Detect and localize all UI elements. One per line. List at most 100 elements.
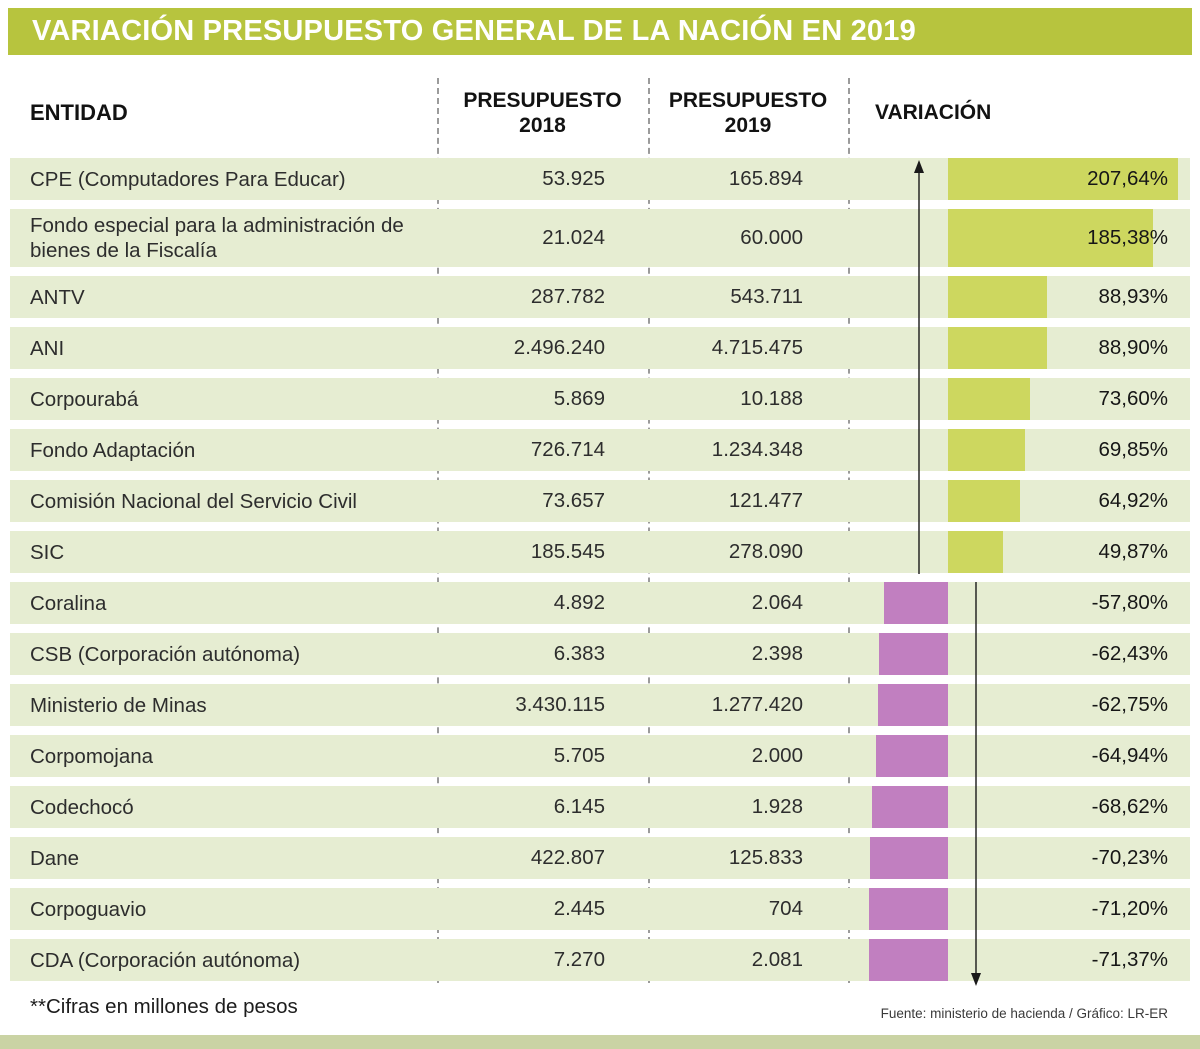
table-row: Fondo Adaptación 726.714 1.234.348 69,85… — [10, 429, 1190, 471]
entity-name: CSB (Corporación autónoma) — [30, 642, 301, 666]
budget-2019-value: 4.715.475 — [711, 336, 803, 359]
table-row: Coralina 4.892 2.064 -57,80% — [10, 582, 1190, 624]
table-row: CDA (Corporación autónoma) 7.270 2.081 -… — [10, 939, 1190, 981]
table-row: Corpomojana 5.705 2.000 -64,94% — [10, 735, 1190, 777]
budget-2018-value: 53.925 — [542, 167, 605, 190]
table-rows: CPE (Computadores Para Educar) 53.925 16… — [10, 158, 1190, 981]
variation-bar — [948, 209, 1154, 267]
increase-arrow-icon — [914, 160, 924, 574]
variation-value: -62,75% — [1091, 693, 1168, 716]
table-row: ANTV 287.782 543.711 88,93% — [10, 276, 1190, 318]
table-row: Ministerio de Minas 3.430.115 1.277.420 … — [10, 684, 1190, 726]
budget-2018-value: 422.807 — [530, 846, 605, 869]
variation-value: 88,93% — [1098, 285, 1168, 308]
table-row: CPE (Computadores Para Educar) 53.925 16… — [10, 158, 1190, 200]
budget-2018-value: 2.496.240 — [513, 336, 605, 359]
column-divider-1 — [437, 78, 439, 983]
page-title: VARIACIÓN PRESUPUESTO GENERAL DE LA NACI… — [32, 15, 916, 47]
variation-value: 64,92% — [1098, 489, 1168, 512]
header-presupuesto-2019-line2: 2019 — [724, 114, 772, 137]
entity-name: Coralina — [30, 591, 107, 615]
budget-2019-value: 2.398 — [751, 642, 803, 665]
column-divider-3 — [848, 78, 850, 983]
variation-bar — [948, 158, 1179, 200]
column-divider-2 — [648, 78, 650, 983]
budget-2019-value: 1.928 — [751, 795, 803, 818]
column-header-presupuesto-2019: PRESUPUESTO 2019 — [648, 82, 848, 144]
variation-bar — [878, 633, 948, 675]
variation-value: -57,80% — [1091, 591, 1168, 614]
variation-bar — [883, 582, 948, 624]
budget-2018-value: 2.445 — [553, 897, 605, 920]
budget-2019-value: 1.234.348 — [711, 438, 803, 461]
column-header-entidad: ENTIDAD — [30, 100, 128, 125]
variation-value: 49,87% — [1098, 540, 1168, 563]
budget-2018-value: 6.145 — [553, 795, 605, 818]
table-row: Codechocó 6.145 1.928 -68,62% — [10, 786, 1190, 828]
budget-2018-value: 185.545 — [530, 540, 605, 563]
entity-name: Corpourabá — [30, 387, 139, 411]
variation-value: -68,62% — [1091, 795, 1168, 818]
budget-2019-value: 60.000 — [740, 226, 803, 249]
budget-2019-value: 165.894 — [728, 167, 803, 190]
entity-name: CPE (Computadores Para Educar) — [30, 167, 346, 191]
decrease-arrow-icon — [971, 582, 981, 986]
variation-bar — [871, 786, 948, 828]
budget-2018-value: 287.782 — [530, 285, 605, 308]
budget-2019-value: 704 — [768, 897, 803, 920]
entity-name: ANI — [30, 336, 65, 360]
entity-name: Corpomojana — [30, 744, 154, 768]
table-row: Fondo especial para la administración de… — [10, 209, 1190, 267]
variation-bar — [948, 276, 1047, 318]
budget-2018-value: 5.869 — [553, 387, 605, 410]
source-credit: Fuente: ministerio de hacienda / Gráfico… — [880, 1006, 1168, 1021]
variation-value: -70,23% — [1091, 846, 1168, 869]
variation-value: 207,64% — [1087, 167, 1168, 190]
entity-name: Ministerio de Minas — [30, 693, 207, 717]
variation-value: 185,38% — [1087, 226, 1168, 249]
budget-2019-value: 10.188 — [740, 387, 803, 410]
variation-bar — [868, 939, 948, 981]
header-presupuesto-2019-line1: PRESUPUESTO — [668, 89, 828, 112]
budget-2018-value: 7.270 — [553, 948, 605, 971]
budget-2019-value: 125.833 — [728, 846, 803, 869]
variation-bar — [948, 480, 1020, 522]
variation-value: -71,37% — [1091, 948, 1168, 971]
entity-name: SIC — [30, 540, 65, 564]
table-header: ENTIDAD PRESUPUESTO 2018 PRESUPUESTO 201… — [10, 82, 1190, 144]
variation-value: -71,20% — [1091, 897, 1168, 920]
table-row: Comisión Nacional del Servicio Civil 73.… — [10, 480, 1190, 522]
header-presupuesto-2018-line2: 2018 — [519, 114, 566, 137]
budget-2018-value: 4.892 — [553, 591, 605, 614]
budget-2018-value: 6.383 — [553, 642, 605, 665]
column-header-presupuesto-2018: PRESUPUESTO 2018 — [437, 82, 648, 144]
budget-2019-value: 278.090 — [728, 540, 803, 563]
entity-name: ANTV — [30, 285, 85, 309]
variation-bar — [876, 735, 948, 777]
table-row: SIC 185.545 278.090 49,87% — [10, 531, 1190, 573]
budget-2018-value: 21.024 — [542, 226, 605, 249]
variation-value: 88,90% — [1098, 336, 1168, 359]
variation-value: -62,43% — [1091, 642, 1168, 665]
entity-name: Fondo especial para la administración de… — [30, 214, 404, 262]
variation-value: -64,94% — [1091, 744, 1168, 767]
variation-bar — [878, 684, 948, 726]
budget-2018-value: 5.705 — [553, 744, 605, 767]
budget-2018-value: 73.657 — [542, 489, 605, 512]
header-presupuesto-2018-line1: PRESUPUESTO — [463, 89, 622, 112]
entity-name: Corpoguavio — [30, 897, 147, 921]
budget-2018-value: 726.714 — [530, 438, 605, 461]
budget-2018-value: 3.430.115 — [515, 693, 605, 716]
variation-bar — [948, 327, 1047, 369]
entity-name: Codechocó — [30, 795, 134, 819]
budget-2019-value: 1.277.420 — [711, 693, 803, 716]
variation-bar — [870, 837, 948, 879]
variation-bar — [948, 378, 1030, 420]
table-row: Corpoguavio 2.445 704 -71,20% — [10, 888, 1190, 930]
footnote: **Cifras en millones de pesos — [30, 995, 298, 1018]
bottom-strip — [0, 1035, 1200, 1049]
entity-name: Dane — [30, 846, 80, 870]
variation-value: 69,85% — [1098, 438, 1168, 461]
budget-2019-value: 2.000 — [751, 744, 803, 767]
